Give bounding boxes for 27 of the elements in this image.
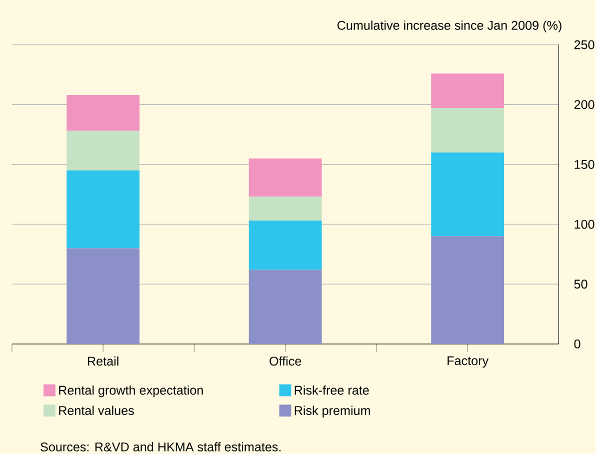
legend-label: Rental values	[59, 406, 134, 415]
bar	[248, 158, 322, 197]
legend-label: Risk premium	[294, 406, 370, 418]
bar	[431, 108, 504, 152]
y-tick-label: 250	[574, 40, 594, 50]
y-tick-label: 50	[574, 280, 588, 288]
bar	[431, 152, 504, 236]
source-note: Sources: R&VD and HKMA staff estimates.	[40, 442, 281, 452]
bar	[248, 270, 322, 344]
legend-label: Risk-free rate	[294, 385, 369, 395]
bar	[431, 73, 504, 108]
y-tick-label: 150	[574, 160, 594, 169]
bar	[66, 248, 140, 344]
bar	[248, 220, 322, 270]
y-tick-label: 0	[574, 339, 580, 348]
y-tick-label: 100	[574, 220, 594, 229]
bar	[248, 196, 322, 221]
bar	[66, 94, 140, 131]
y-tick-label: 200	[574, 100, 594, 109]
bar	[66, 170, 140, 248]
bar	[431, 236, 504, 344]
y-axis-title: Cumulative increase since Jan 2009 (%)	[337, 20, 562, 32]
legend-label: Rental growth expectation	[59, 385, 203, 398]
bar	[66, 130, 140, 170]
x-tick-label: Factory	[448, 356, 489, 368]
x-tick-label: Office	[270, 356, 302, 366]
x-tick-label: Retail	[88, 356, 118, 366]
